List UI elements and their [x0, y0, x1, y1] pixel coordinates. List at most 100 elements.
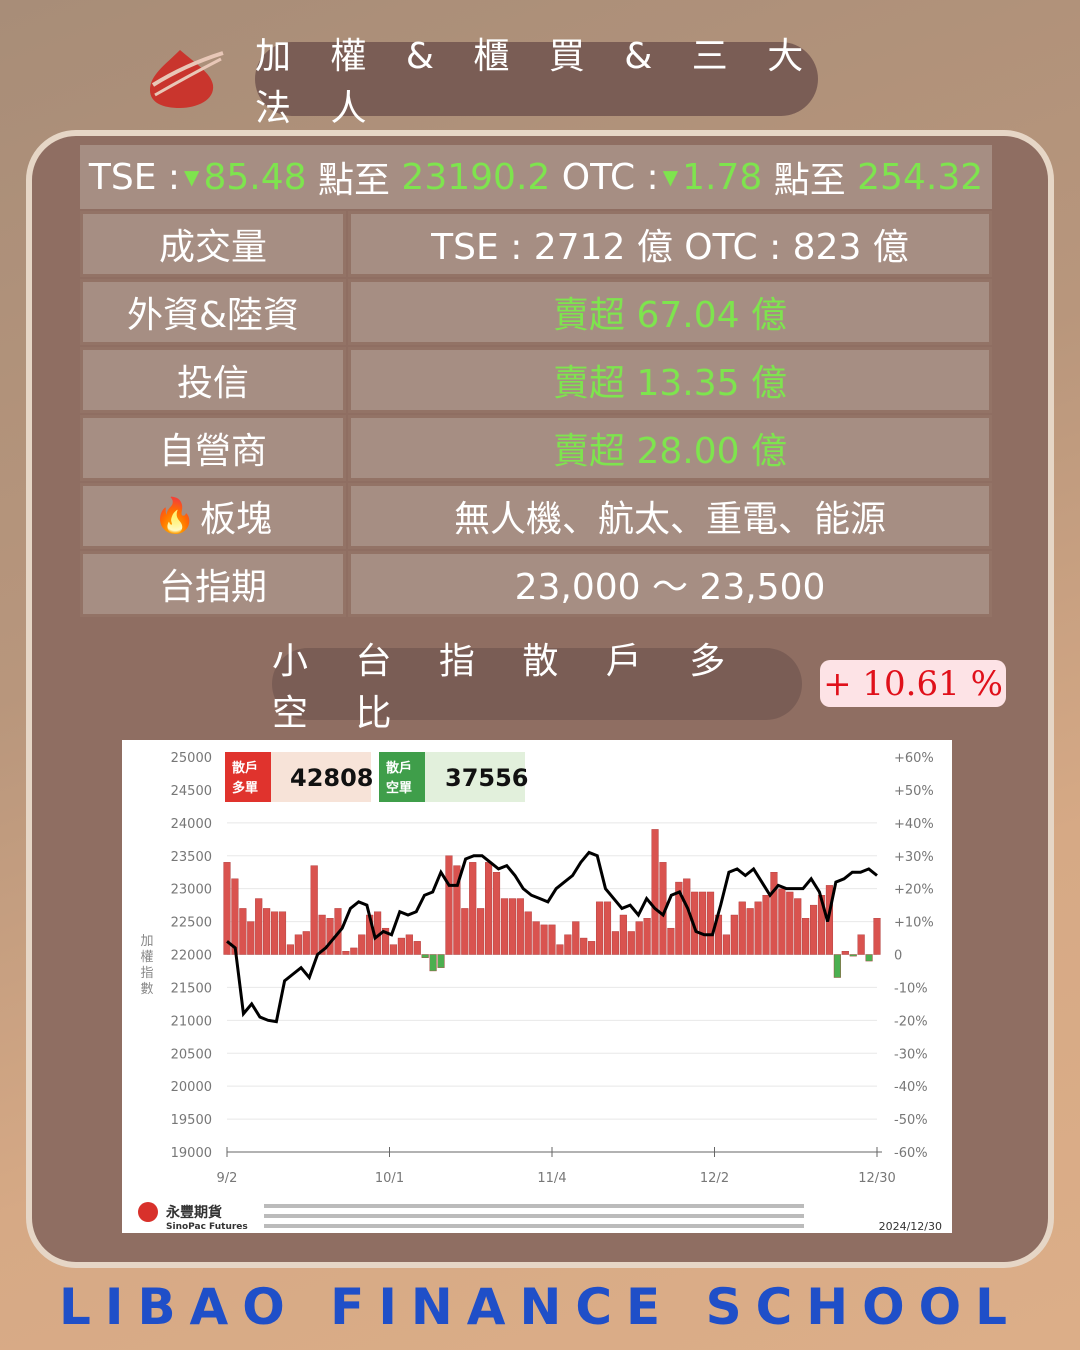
short-label-box [379, 752, 425, 802]
fire-icon: 🔥 [153, 496, 197, 536]
index-summary: TSE : ▼ 85.48 點至 23190.2 OTC : ▼ 1.78 點至… [80, 145, 992, 209]
table-row: 🔥 板塊 無人機、航太、重電、能源 [80, 483, 992, 549]
right-tick: +40% [894, 817, 934, 832]
disclaimer-text [264, 1224, 804, 1228]
right-tick: +30% [894, 850, 934, 865]
disclaimer-text [264, 1204, 804, 1208]
right-tick: +50% [894, 784, 934, 799]
ratio-bar [849, 954, 857, 957]
ratio-bar [492, 872, 501, 955]
down-triangle-icon: ▼ [662, 165, 679, 189]
ratio-bar [786, 891, 794, 955]
ratio-bar [358, 934, 366, 955]
x-tick: 12/2 [700, 1171, 729, 1186]
ratio-bar [643, 918, 651, 955]
ratio-bar [223, 862, 231, 955]
ratio-bar [770, 872, 778, 955]
chart-date: 2024/12/30 [879, 1220, 942, 1233]
page-title: 加 權 & 櫃 買 & 三 大 法 人 [255, 36, 818, 129]
row-label-text: 台指期 [158, 567, 267, 608]
ratio-bar [603, 901, 612, 955]
ratio-bar [405, 934, 413, 955]
ratio-bar [627, 931, 635, 955]
tse-mid: 點至 [317, 160, 390, 201]
ratio-bar [619, 914, 627, 955]
ratio-bar [691, 891, 699, 955]
right-tick: -60% [894, 1146, 928, 1161]
ratio-bar [572, 921, 580, 955]
ratio-bar [453, 865, 461, 955]
right-tick: +20% [894, 883, 934, 898]
ratio-bar [381, 927, 390, 955]
ratio-bar [500, 898, 509, 955]
y-axis-label-char: 加 [140, 934, 153, 949]
y-axis-label-char: 指 [140, 966, 153, 981]
left-tick: 20500 [171, 1047, 212, 1062]
ratio-bar [857, 934, 865, 955]
left-tick: 22500 [171, 916, 212, 931]
ratio-bar [802, 918, 810, 955]
left-tick: 25000 [171, 751, 212, 766]
otc-mid: 點至 [773, 160, 846, 201]
index-line [226, 850, 878, 1024]
ratio-bar [397, 937, 405, 955]
market-table: TSE : ▼ 85.48 點至 23190.2 OTC : ▼ 1.78 點至… [80, 145, 992, 619]
row-value: 23,000 ～ 23,500 [348, 551, 992, 617]
x-tick: 10/1 [375, 1171, 404, 1186]
table-row: 外資&陸資 賣超 67.04 億 [80, 279, 992, 345]
x-tick: 9/2 [217, 1171, 238, 1186]
right-tick: -10% [894, 981, 928, 996]
ratio-bar [540, 924, 548, 955]
table-row: 成交量 TSE : 2712 億 OTC : 823 億 [80, 211, 992, 277]
left-tick: 23500 [171, 850, 212, 865]
ratio-bar [437, 954, 445, 968]
right-tick: 0 [894, 949, 902, 964]
ratio-bar [762, 895, 770, 955]
ratio-bar [699, 891, 707, 955]
row-label: 自營商 [80, 415, 346, 481]
ratio-bar [524, 911, 532, 955]
brand-logo [150, 50, 224, 108]
ratio-bar [286, 944, 294, 955]
ratio-bar [778, 888, 786, 955]
ratio-bar [667, 927, 675, 955]
row-label-text: 成交量 [158, 227, 267, 268]
down-triangle-icon: ▼ [184, 165, 200, 189]
chart-brand-en: SinoPac Futures [166, 1222, 248, 1232]
ratio-title: 小 台 指 散 戶 多 空 比 [272, 641, 802, 734]
right-tick: -20% [894, 1014, 928, 1029]
right-tick: +60% [894, 751, 934, 766]
ratio-bar [675, 881, 683, 955]
otc-value: 254.32 [857, 156, 984, 198]
x-tick: 12/30 [858, 1171, 895, 1186]
ratio-bar [255, 898, 263, 955]
ratio-bar [342, 951, 350, 955]
ratio-bar [421, 954, 429, 958]
ratio-bar [746, 908, 754, 955]
left-tick: 24500 [171, 784, 212, 799]
short-label: 散戶 [386, 760, 412, 776]
x-tick: 11/4 [537, 1171, 566, 1186]
retail-ratio-chart: 25000 +60% 24500 +50% 24000 +40% 23500 +30% 2300… [122, 740, 952, 1233]
ratio-bar [651, 829, 659, 955]
ratio-bar [508, 898, 516, 955]
tse-label: TSE : [88, 156, 181, 198]
ratio-bar [738, 901, 746, 955]
row-value: TSE : 2712 億 OTC : 823 億 [348, 211, 992, 277]
row-label-text: 板塊 [200, 499, 273, 540]
ratio-bar [413, 941, 421, 955]
ratio-bar [810, 904, 818, 955]
row-label-text: 外資&陸資 [126, 295, 300, 336]
ratio-bar [445, 855, 453, 955]
ratio-bar [239, 908, 247, 955]
row-label: 投信 [80, 347, 346, 413]
long-label-box [225, 752, 271, 802]
ratio-bar [516, 898, 524, 955]
long-value: 42808 [290, 764, 374, 792]
ratio-bar [263, 908, 271, 955]
row-value: 無人機、航太、重電、能源 [348, 483, 992, 549]
left-tick: 21500 [171, 981, 212, 996]
row-value: 賣超 13.35 億 [348, 347, 992, 413]
ratio-bar [247, 921, 255, 955]
ratio-bar [873, 918, 881, 955]
